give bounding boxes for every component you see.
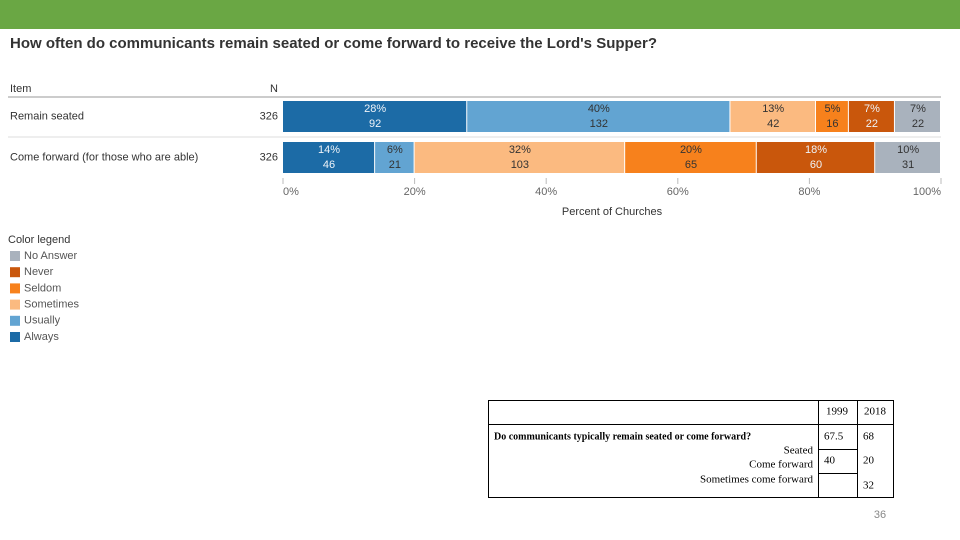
- table-question: Do communicants typically remain seated …: [494, 431, 751, 442]
- legend-swatch: [10, 315, 20, 326]
- bar-segment: [283, 142, 375, 173]
- bar-segment: [875, 142, 940, 173]
- item-header: Item: [10, 83, 31, 95]
- x-axis-title: Percent of Churches: [562, 206, 663, 218]
- count-label: 22: [912, 118, 924, 130]
- n-label: 326: [260, 151, 278, 163]
- percent-label: 32%: [509, 144, 531, 156]
- bar-segment: [414, 142, 625, 173]
- legend-swatch: [10, 299, 20, 310]
- table-cell: 68: [863, 431, 875, 443]
- legend-label: Seldom: [24, 282, 61, 294]
- table-cell: 67.5: [824, 431, 844, 443]
- count-label: 21: [389, 159, 401, 171]
- percent-label: 18%: [805, 144, 827, 156]
- percent-label: 5%: [824, 103, 840, 115]
- table-row-label: Sometimes come forward: [700, 474, 814, 486]
- data-table: [488, 400, 894, 498]
- count-label: 42: [767, 118, 779, 130]
- x-tick-label: 80%: [798, 186, 820, 198]
- x-tick-label: 100%: [913, 186, 941, 198]
- chart-title: How often do communicants remain seated …: [10, 35, 657, 52]
- bar-segment: [815, 101, 848, 132]
- percent-label: 7%: [910, 103, 926, 115]
- count-label: 92: [369, 118, 381, 130]
- x-tick-label: 60%: [667, 186, 689, 198]
- bar-segment: [848, 101, 894, 132]
- x-tick-label: 20%: [404, 186, 426, 198]
- legend-swatch: [10, 251, 20, 261]
- table-cell: 32: [863, 480, 874, 492]
- legend-label: Usually: [24, 315, 61, 327]
- table-cell: 20: [863, 455, 875, 467]
- bar-segment: [375, 142, 414, 173]
- count-label: 103: [511, 159, 529, 171]
- count-label: 65: [685, 159, 697, 171]
- bar-segment: [283, 101, 467, 132]
- x-tick-label: 40%: [535, 186, 557, 198]
- legend-label: Sometimes: [24, 299, 80, 311]
- table-header: 1999: [826, 406, 849, 418]
- bar-segment: [894, 101, 940, 132]
- legend-swatch: [10, 267, 20, 278]
- x-tick-label: 0%: [283, 186, 299, 198]
- legend-label: Always: [24, 331, 59, 343]
- n-header: N: [270, 83, 278, 95]
- percent-label: 13%: [762, 103, 784, 115]
- count-label: 31: [902, 159, 914, 171]
- table-header: 2018: [864, 406, 887, 418]
- bar-segment: [730, 101, 815, 132]
- category-label: Remain seated: [10, 110, 84, 122]
- legend-label: Never: [24, 266, 54, 278]
- legend-swatch: [10, 332, 20, 342]
- percent-label: 10%: [897, 144, 919, 156]
- count-label: 60: [810, 159, 822, 171]
- bar-segment: [467, 101, 730, 132]
- table-row-label: Seated: [784, 445, 814, 457]
- page-number: 36: [874, 509, 886, 521]
- percent-label: 40%: [588, 103, 610, 115]
- table-row-label: Come forward: [749, 459, 813, 471]
- header-bar: [0, 0, 960, 29]
- legend-label: No Answer: [24, 250, 78, 262]
- percent-label: 6%: [387, 144, 403, 156]
- legend-swatch: [10, 283, 20, 294]
- bar-segment: [756, 142, 875, 173]
- table-cell: 40: [824, 455, 836, 467]
- percent-label: 14%: [318, 144, 340, 156]
- percent-label: 7%: [864, 103, 880, 115]
- n-label: 326: [260, 110, 278, 122]
- count-label: 16: [826, 118, 838, 130]
- category-label: Come forward (for those who are able): [10, 151, 198, 163]
- legend-title: Color legend: [8, 234, 70, 246]
- count-label: 132: [590, 118, 608, 130]
- percent-label: 28%: [364, 103, 386, 115]
- count-label: 22: [866, 118, 878, 130]
- table-border: [488, 400, 894, 498]
- bar-segment: [625, 142, 756, 173]
- count-label: 46: [323, 159, 335, 171]
- percent-label: 20%: [680, 144, 702, 156]
